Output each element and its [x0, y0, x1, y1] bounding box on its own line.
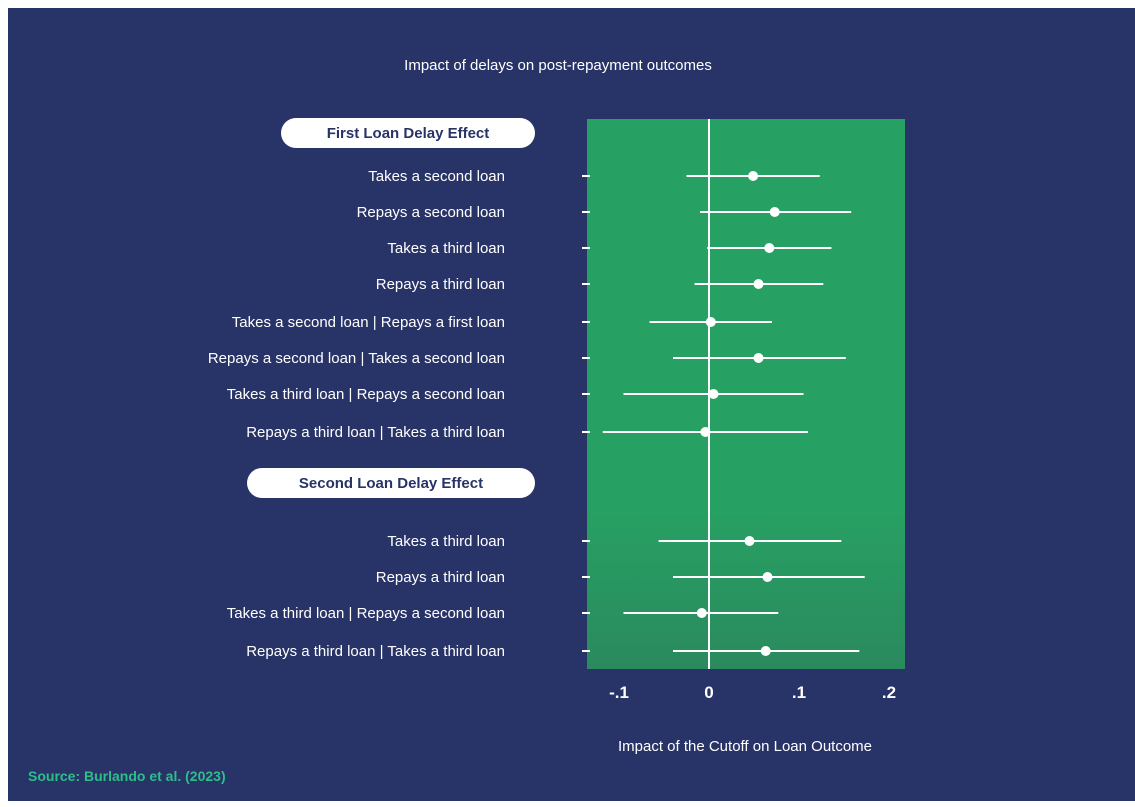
point-estimate [748, 171, 759, 181]
row-label: Repays a second loan | Takes a second lo… [208, 350, 505, 367]
row-label: Takes a third loan [387, 240, 505, 257]
point-estimate [753, 353, 764, 363]
point-estimate [753, 279, 764, 289]
group-header-label: Second Loan Delay Effect [299, 475, 483, 492]
point-estimate [764, 243, 775, 253]
x-tick-label: .1 [792, 683, 806, 702]
group-header-pill [281, 118, 535, 148]
row-label: Repays a third loan | Takes a third loan [246, 643, 505, 660]
source-note: Source: Burlando et al. (2023) [28, 768, 226, 784]
point-estimate [708, 389, 719, 399]
x-tick-label: 0 [704, 683, 713, 702]
row-label: Takes a second loan [368, 168, 505, 185]
point-estimate [769, 207, 780, 217]
row-label: Takes a third loan [387, 533, 505, 550]
row-label: Repays a third loan [376, 276, 505, 293]
point-estimate [705, 317, 716, 327]
row-label: Takes a second loan | Repays a first loa… [232, 314, 505, 331]
group-header-pill [247, 468, 535, 498]
chart-panel [8, 8, 1135, 801]
point-estimate [700, 427, 711, 437]
group-header-label: First Loan Delay Effect [327, 125, 490, 142]
point-estimate [744, 536, 755, 546]
chart-title: Impact of delays on post-repayment outco… [404, 57, 712, 74]
row-label: Repays a third loan [376, 569, 505, 586]
point-estimate [762, 572, 773, 582]
x-tick-label: -.1 [609, 683, 629, 702]
x-tick-label: .2 [882, 683, 896, 702]
point-estimate [760, 646, 771, 656]
x-axis-label: Impact of the Cutoff on Loan Outcome [618, 738, 872, 755]
point-estimate [696, 608, 707, 618]
row-label: Takes a third loan | Repays a second loa… [227, 605, 505, 622]
row-label: Repays a second loan [357, 204, 505, 221]
row-label: Repays a third loan | Takes a third loan [246, 424, 505, 441]
row-label: Takes a third loan | Repays a second loa… [227, 386, 505, 403]
